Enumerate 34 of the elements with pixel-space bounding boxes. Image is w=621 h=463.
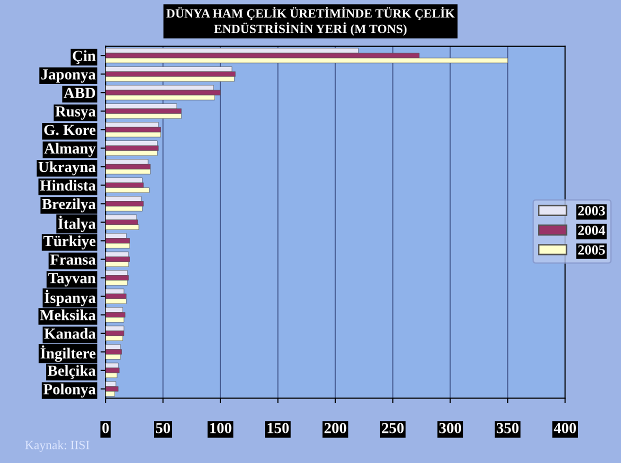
y-tick-label: Almany	[44, 142, 96, 157]
x-tick-label: 350	[496, 422, 519, 434]
y-tick-label: İtalya	[58, 216, 96, 232]
legend-label: 2005	[578, 245, 605, 255]
y-tick-label: Türkiye	[43, 235, 96, 250]
y-tick-label: Çin	[72, 50, 96, 64]
x-tick-label: 200	[324, 422, 346, 434]
x-tick-label: 0	[102, 422, 109, 434]
bar	[106, 288, 124, 294]
y-tick-label: ABD	[64, 88, 96, 98]
y-tick-label: Rusya	[55, 106, 96, 120]
x-tick-label: 100	[210, 422, 232, 434]
x-tick-label: 300	[439, 422, 462, 434]
y-tick-label: İngiltere	[40, 345, 96, 362]
legend-label: 2003	[578, 206, 605, 216]
y-tick-label: Japonya	[41, 69, 96, 83]
x-tick-label: 50	[156, 422, 170, 434]
y-tick-label: Tayvan	[48, 273, 96, 286]
y-tick-label: Fransa	[50, 254, 96, 265]
legend-label: 2004	[578, 226, 606, 236]
y-tick-label: Ukrayna	[38, 161, 96, 176]
x-tick-label: 400	[554, 422, 576, 434]
y-tick-label: Hindista	[40, 180, 96, 191]
y-tick-label: Meksika	[40, 310, 96, 320]
y-tick-label: G. Kore	[44, 124, 96, 136]
y-tick-label: Kanada	[44, 328, 96, 339]
y-tick-label: Brezilya	[42, 198, 96, 212]
x-tick-label: 250	[382, 422, 404, 434]
chart-title: DÜNYA HAM ÇELİK ÜRETİMİNDE TÜRK ÇELİK ENDÜSTRİSİNİN YERİ (M TONS)	[166, 6, 455, 36]
text: Kaynak: IISI	[25, 440, 90, 452]
y-tick-label: İspanya	[44, 290, 96, 306]
y-tick-label: Polonya	[43, 384, 96, 398]
x-tick-label: 150	[268, 422, 289, 434]
y-tick-label: Belçika	[48, 365, 96, 379]
